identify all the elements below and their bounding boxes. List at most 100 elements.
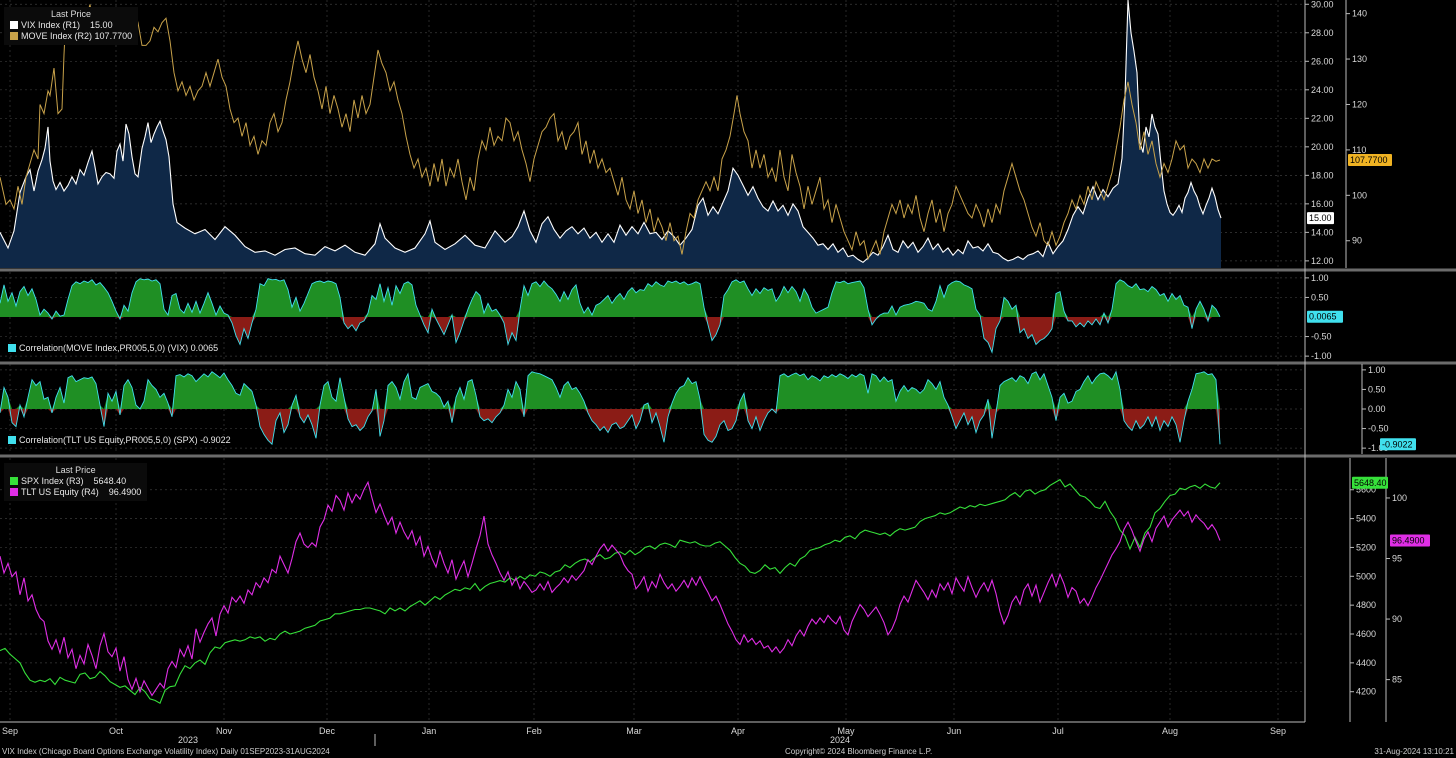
legend-item-move[interactable]: MOVE Index (R2) 107.7700 [10,31,132,42]
move-last-tag-bg [1348,154,1392,167]
y-tick-label-spx: 4400 [1356,658,1376,668]
move-line [0,4,1221,261]
y-tick-label-spx: 4200 [1356,687,1376,697]
y-tick-label-move: 140 [1352,9,1367,19]
y-tick-label-tlt-spx: -0.50 [1368,424,1389,434]
y-tick-label-vix: 26.00 [1311,56,1334,66]
y-tick-label-tlt: 85 [1392,675,1402,685]
legend-move-last: 107.7700 [94,31,133,41]
y-tick-label-tlt-spx: 0.00 [1368,404,1386,414]
legend-item-tlt[interactable]: TLT US Equity (R4) 96.4900 [10,487,141,498]
footer-timestamp: 31-Aug-2024 13:10:21 [1374,747,1454,756]
legend-corr-tlt-spx[interactable]: Correlation(TLT US Equity,PR005,5,0) (SP… [6,435,233,445]
legend-move-name: MOVE Index (R2) [21,31,93,41]
swatch-corr2 [8,436,16,444]
corr-last-tag-tlt-spx: -0.9022 [1382,439,1413,449]
y-tick-label-vix: 18.00 [1311,170,1334,180]
corr-positive-area-tlt-spx [0,371,1220,409]
y-tick-label-move-vix: 0.50 [1311,292,1329,302]
corr-last-tag-move-vix: 0.0065 [1309,312,1337,322]
legend-corr1-last: 0.0065 [190,343,219,353]
legend-tlt-last: 96.4900 [108,487,142,497]
legend-spx-name: SPX Index (R3) [21,476,84,486]
x-tick-label: Jan [422,726,437,736]
x-tick-label: Sep [1270,726,1286,736]
vix-line [0,0,1222,263]
spx-last-tag: 5648.40 [1354,478,1387,488]
y-tick-label-spx: 4800 [1356,600,1376,610]
y-tick-label-vix: 22.00 [1311,113,1334,123]
y-tick-label-spx: 5400 [1356,514,1376,524]
legend-corr1-name: Correlation(MOVE Index,PR005,5,0) (VIX) [19,343,189,353]
y-tick-label-spx: 5600 [1356,485,1376,495]
x-tick-label: Apr [731,726,745,736]
legend-corr2-name: Correlation(TLT US Equity,PR005,5,0) (SP… [19,435,198,445]
legend-corr2-last: -0.9022 [200,435,231,445]
x-tick-label: Oct [109,726,124,736]
y-tick-label-spx: 4600 [1356,629,1376,639]
x-tick-label: Dec [319,726,336,736]
move-last-tag: 107.7700 [1350,155,1388,165]
legend-header-2: Last Price [55,465,96,475]
footer-description: VIX Index (Chicago Board Options Exchang… [2,747,330,756]
y-tick-label-move-vix: -0.50 [1311,332,1332,342]
spx-last-tag-bg [1352,476,1388,489]
swatch-move [10,32,18,40]
y-tick-label-move-vix: -1.00 [1311,351,1332,361]
vix-area [0,0,1221,268]
corr-positive-area-move-vix [0,278,1220,317]
legend-corr-move-vix[interactable]: Correlation(MOVE Index,PR005,5,0) (VIX) … [6,343,221,353]
x-tick-label: Feb [526,726,542,736]
corr-last-tag-move-vix-bg [1307,310,1343,323]
x-year-label: 2024 [830,735,850,745]
y-tick-label-vix: 20.00 [1311,142,1334,152]
tlt-last-tag: 96.4900 [1392,535,1425,545]
panel-separator [0,268,1456,272]
footer-copyright: Copyright© 2024 Bloomberg Finance L.P. [785,747,933,756]
y-tick-label-tlt-spx: 1.00 [1368,365,1386,375]
legend-vix-move: Last Price VIX Index (R1) 15.00 MOVE Ind… [4,7,139,45]
y-tick-label-vix: 30.00 [1311,0,1334,9]
x-tick-label: Mar [626,726,642,736]
y-tick-label-vix: 28.00 [1311,28,1334,38]
y-tick-label-tlt-spx: -1.00 [1368,443,1389,453]
panel-separator [0,361,1456,365]
corr-negative-area-move-vix [0,317,1220,353]
panel-separator [0,454,1456,458]
y-tick-label-tlt: 90 [1392,614,1402,624]
y-tick-label-tlt-spx: 0.50 [1368,384,1386,394]
x-year-label: 2023 [178,735,198,745]
tlt-last-tag-bg [1390,534,1430,547]
corr-negative-area-tlt-spx [0,409,1220,445]
legend-vix-last: 15.00 [90,20,113,30]
corr-line-move-vix [0,278,1221,354]
swatch-corr1 [8,344,16,352]
y-tick-label-spx: 5200 [1356,542,1376,552]
swatch-tlt [10,488,18,496]
x-tick-label: Nov [216,726,233,736]
y-tick-label-move: 110 [1352,145,1366,155]
vix-last-tag-bg [1307,212,1334,225]
legend-vix-name: VIX Index (R1) [21,20,81,30]
y-tick-label-vix: 14.00 [1311,227,1334,237]
legend-item-spx[interactable]: SPX Index (R3) 5648.40 [10,476,141,487]
legend-spx-last: 5648.40 [93,476,127,486]
y-tick-label-move: 90 [1352,236,1362,246]
legend-tlt-name: TLT US Equity (R4) [21,487,99,497]
x-tick-label: Sep [2,726,18,736]
swatch-spx [10,477,18,485]
spx-line [0,478,1221,704]
x-tick-label: Jul [1052,726,1064,736]
legend-spx-tlt: Last Price SPX Index (R3) 5648.40 TLT US… [4,463,148,501]
legend-item-vix[interactable]: VIX Index (R1) 15.00 [10,20,132,31]
x-tick-label: Jun [947,726,962,736]
legend-header: Last Price [51,9,92,19]
y-tick-label-vix: 16.00 [1311,199,1334,209]
y-tick-label-vix: 24.00 [1311,85,1334,95]
swatch-vix [10,21,18,29]
y-tick-label-spx: 5000 [1356,571,1376,581]
y-tick-label-move-vix: 1.00 [1311,273,1329,283]
y-tick-label-tlt: 95 [1392,554,1402,564]
x-tick-label: May [837,726,855,736]
